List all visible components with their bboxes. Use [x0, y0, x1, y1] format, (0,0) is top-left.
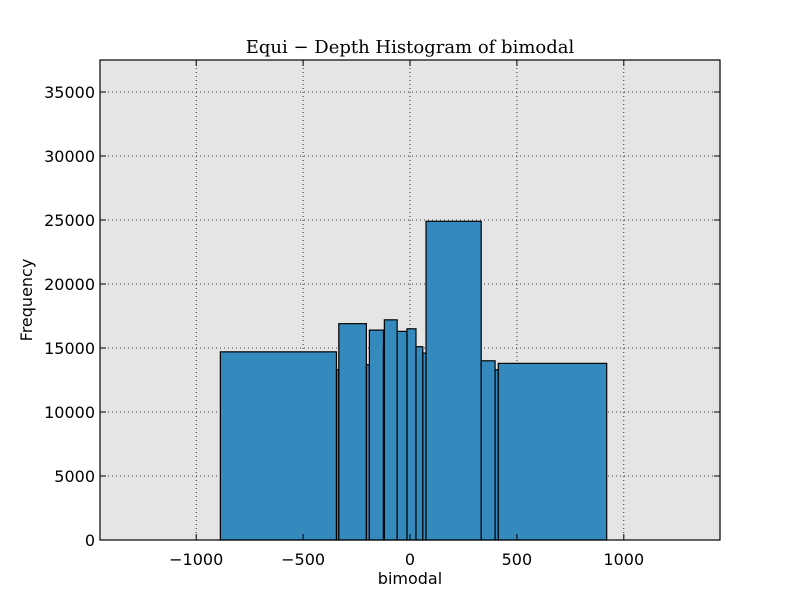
x-tick-label: 500	[502, 550, 533, 569]
histogram-bar	[425, 220, 482, 541]
histogram-bar	[383, 319, 398, 541]
grid-lines	[100, 60, 720, 540]
x-axis-label: bimodal	[378, 569, 442, 588]
y-tick-label: 10000	[44, 403, 95, 422]
x-tick-label: 1000	[603, 550, 644, 569]
histogram-bar	[497, 362, 608, 541]
y-tick-label: 35000	[44, 83, 95, 102]
histogram-bar	[415, 346, 424, 541]
histogram-bar	[480, 360, 496, 541]
y-tick-label: 15000	[44, 339, 95, 358]
y-tick-labels: 0 5000 10000 15000 20000 25000 30000 35000	[44, 83, 95, 550]
bars-group	[219, 220, 608, 541]
x-tick-label: 0	[405, 550, 415, 569]
y-tick-label: 25000	[44, 211, 95, 230]
histogram-bar	[219, 351, 338, 541]
y-tick-label: 30000	[44, 147, 95, 166]
y-tick-label: 0	[85, 531, 95, 550]
histogram-bar	[368, 329, 385, 541]
x-tick-label: −1000	[169, 550, 223, 569]
histogram-bar	[406, 328, 417, 541]
chart-title: Equi − Depth Histogram of bimodal	[246, 37, 575, 58]
y-tick-label: 5000	[54, 467, 95, 486]
x-tick-label: −500	[281, 550, 325, 569]
histogram-bar	[396, 330, 408, 541]
histogram-bar	[338, 323, 367, 541]
x-tick-labels: −1000 −500 0 500 1000	[169, 550, 644, 569]
axis-ticks	[100, 60, 720, 541]
y-axis-label: Frequency	[17, 259, 36, 342]
y-tick-label: 20000	[44, 275, 95, 294]
